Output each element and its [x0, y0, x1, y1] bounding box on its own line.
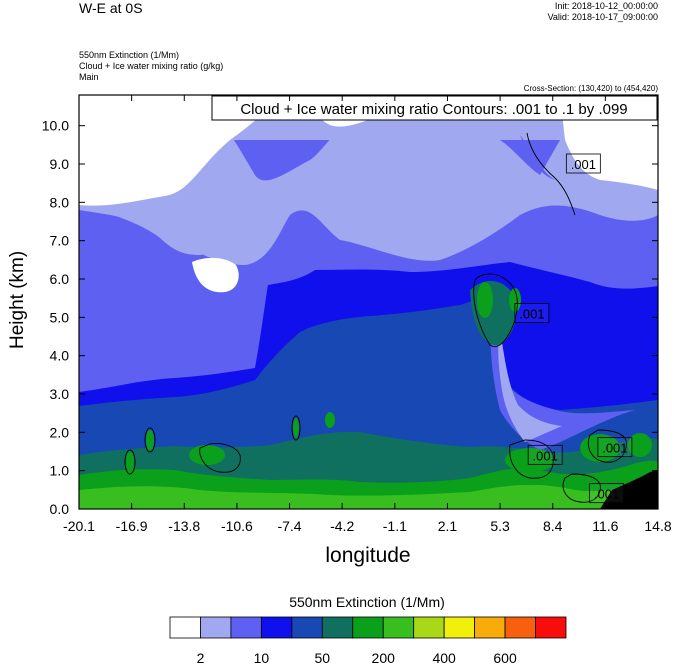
- x-tick-label: -7.4: [277, 518, 301, 534]
- contour-label-text: .001: [571, 157, 596, 172]
- colorbar-label: 10: [254, 650, 270, 666]
- contour-label: .001: [514, 303, 550, 323]
- colorbar-title-row: 550nm Extinction (1/Mm): [0, 594, 674, 612]
- colorbar-swatch: [382, 616, 415, 639]
- colorbar-swatch: [230, 616, 262, 639]
- x-tick-label: -4.2: [330, 518, 354, 534]
- colorbar-swatch: [535, 616, 567, 639]
- colorbar-label: 2: [197, 650, 205, 666]
- valid-time: Valid: 2018-10-17_09:00:00: [547, 12, 658, 22]
- x-axis: -20.1 -16.9 -13.8 -10.6 -7.4 -4.2 -1.1 2.1 5.3 8.…: [63, 95, 672, 534]
- x-tick-label: 14.8: [644, 518, 671, 534]
- x-axis-label: longitude: [325, 544, 411, 567]
- y-tick-label: 7.0: [50, 233, 70, 249]
- colorbar-swatch: [504, 616, 536, 639]
- y-axis: 0.0 1.0 2.0 3.0 4.0 5.0 6.0 7.0 8.0 9.0 10.0: [42, 118, 658, 517]
- x-tick-label: -16.9: [116, 518, 148, 534]
- colorbar-swatch: [291, 616, 323, 639]
- x-axis-label-row: longitude: [0, 544, 674, 568]
- x-tick-label: 2.1: [438, 518, 458, 534]
- contour-labels: .001 .001 .001 .001 .001: [514, 153, 633, 504]
- init-time: Init: 2018-10-12_00:00:00: [554, 1, 658, 11]
- y-tick-label: 8.0: [50, 194, 70, 210]
- y-tick-label: 0.0: [50, 501, 70, 517]
- colorbar-swatch: [413, 616, 445, 639]
- chart-title: W-E at 0S: [79, 0, 143, 16]
- y-tick-label: 9.0: [50, 156, 70, 172]
- x-tick-label: 8.4: [543, 518, 563, 534]
- contour-label-text: .001: [594, 487, 619, 502]
- x-tick-label: -20.1: [63, 518, 95, 534]
- colorbar-swatch: [169, 616, 201, 639]
- y-tick-label: 6.0: [50, 271, 70, 287]
- field-clear-pocket: [192, 257, 239, 293]
- cross-section-range: Cross-Section: (130,420) to (454,420): [523, 84, 658, 93]
- colorbar-label: 400: [432, 650, 456, 666]
- contour-label: .001: [565, 153, 601, 174]
- colorbar-swatch: [321, 616, 354, 639]
- x-tick-label: -13.8: [168, 518, 200, 534]
- contour-label: .001: [597, 437, 633, 458]
- colorbar-label: 200: [372, 650, 396, 666]
- field-clear-sky-west: [79, 95, 280, 206]
- field-label-main: Main: [79, 72, 99, 82]
- field-label-mixing-ratio: Cloud + Ice water mixing ratio (g/kg): [79, 61, 224, 71]
- colorbar-swatch: [474, 616, 506, 639]
- colorbar: 2 10 50 200 400 600: [169, 616, 567, 666]
- x-tick-label: -1.1: [383, 518, 407, 534]
- field-label-extinction: 550nm Extinction (1/Mm): [79, 50, 180, 60]
- y-tick-label: 3.0: [50, 386, 70, 402]
- contour-label: .001: [527, 444, 563, 465]
- colorbar-label: 50: [315, 650, 331, 666]
- contour-label-text: .001: [602, 441, 627, 456]
- colorbar-swatch: [200, 616, 232, 639]
- y-axis-label: Height (km): [7, 250, 28, 349]
- contour-label-text: .001: [533, 448, 558, 463]
- y-tick-label: 2.0: [50, 424, 70, 440]
- contour-label-text: .001: [519, 307, 544, 322]
- y-tick-label: 4.0: [50, 348, 70, 364]
- colorbar-label: 600: [493, 650, 517, 666]
- extinction-field: [79, 95, 658, 509]
- contour-label: .001: [589, 483, 624, 504]
- contour-info-box: [211, 95, 658, 121]
- x-tick-label: 5.3: [490, 518, 510, 534]
- y-tick-label: 1.0: [50, 463, 70, 479]
- x-tick-label: 11.6: [592, 518, 618, 534]
- x-tick-label: -10.6: [221, 518, 253, 534]
- y-tick-label: 5.0: [50, 309, 70, 325]
- field-green-cells: [126, 282, 652, 472]
- colorbar-title: 550nm Extinction (1/Mm): [289, 594, 445, 610]
- field-clear-core: [498, 330, 562, 442]
- field-light-blue-west: [79, 185, 270, 255]
- colorbar-swatch: [443, 616, 476, 639]
- colorbar-swatch: [352, 616, 384, 639]
- plot-frame: [78, 94, 659, 510]
- y-tick-label: 10.0: [42, 118, 69, 134]
- field-light-green: [79, 484, 658, 509]
- contour-info-text: Cloud + Ice water mixing ratio Contours:…: [240, 101, 627, 118]
- terrain-ridge: [600, 470, 658, 509]
- colorbar-swatch: [260, 616, 293, 639]
